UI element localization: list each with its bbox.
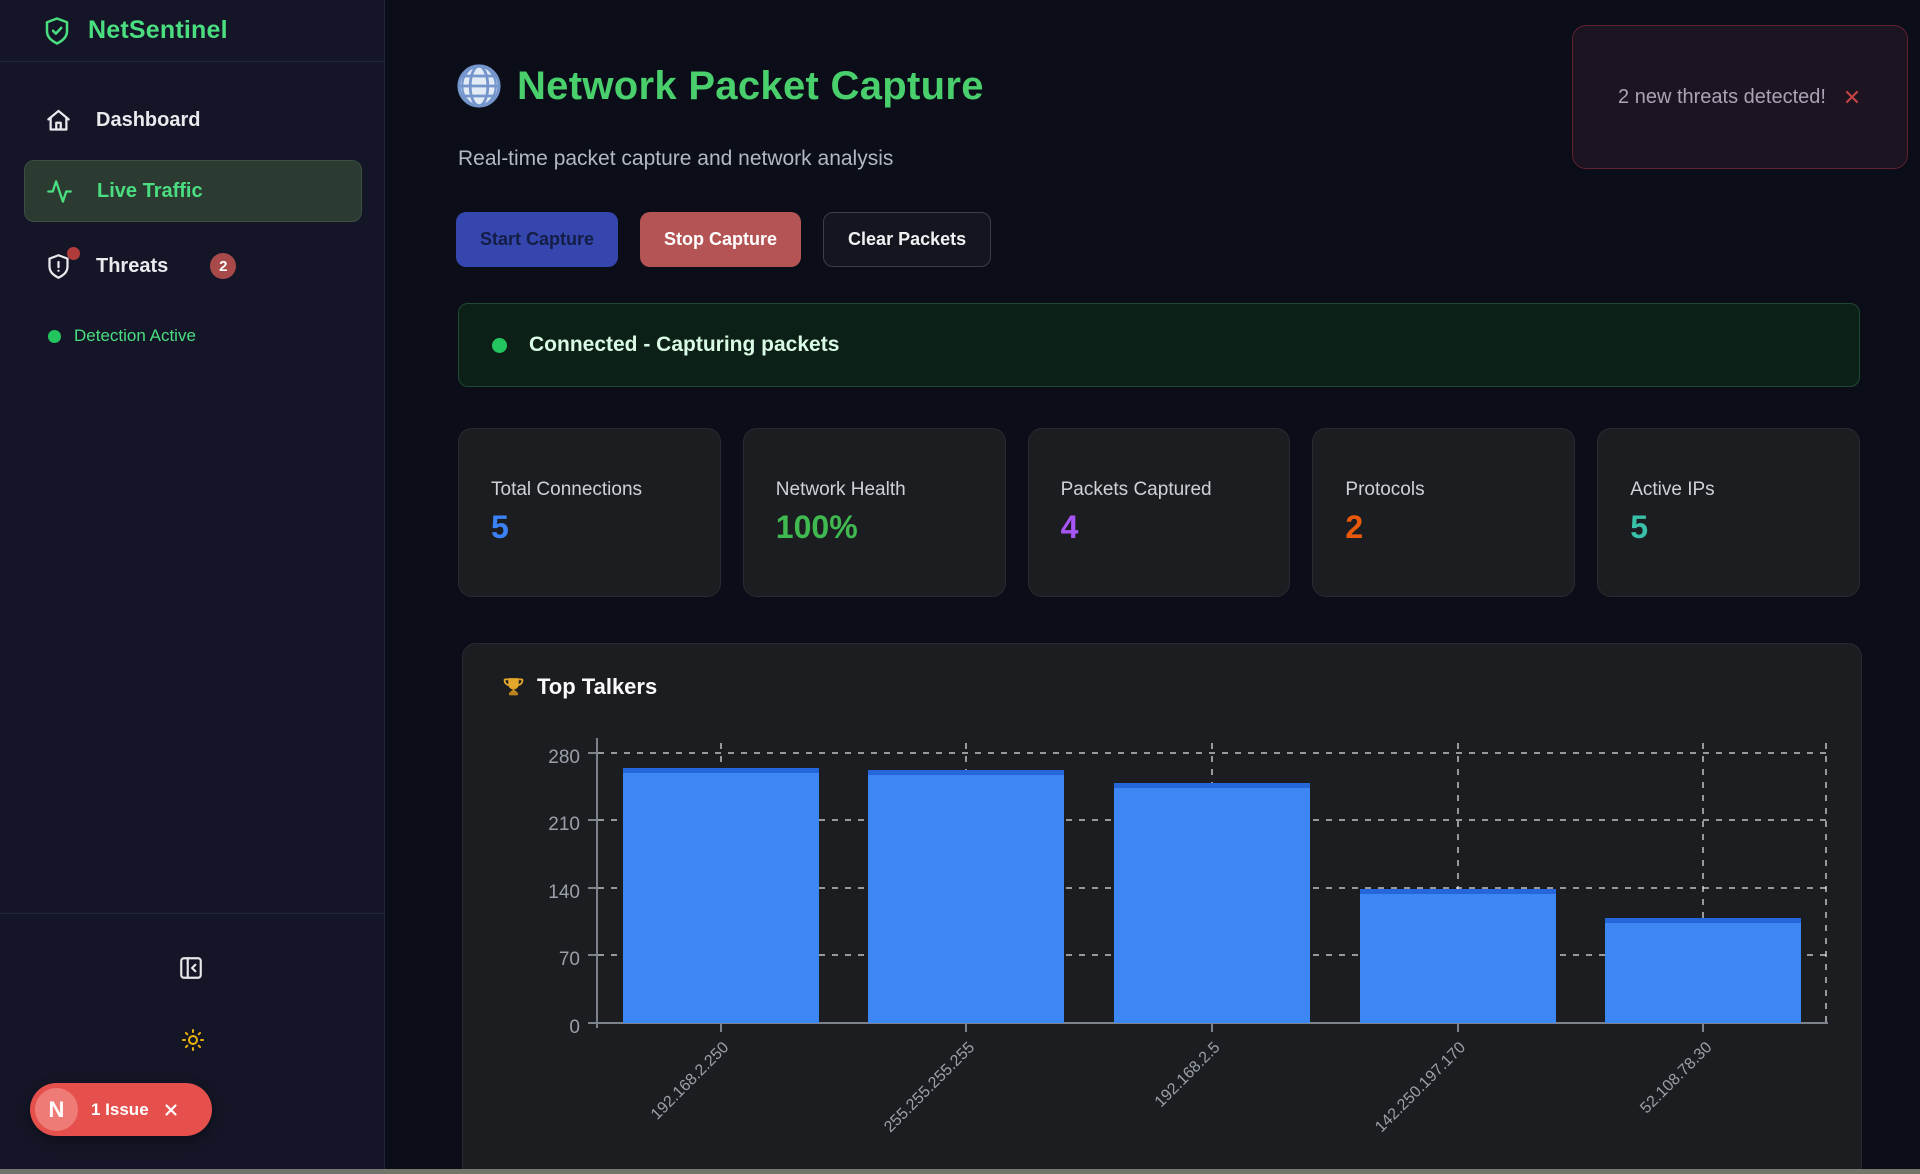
threat-toast-notification: 2 new threats detected! bbox=[1572, 25, 1908, 169]
close-icon[interactable] bbox=[162, 1101, 180, 1119]
chart-title-row: Top Talkers bbox=[501, 674, 657, 700]
window-bottom-edge bbox=[0, 1169, 1920, 1174]
x-axis-tick-label: 192.168.2.5 bbox=[1152, 1039, 1225, 1111]
bar[interactable] bbox=[1605, 917, 1802, 1023]
detection-status: Detection Active bbox=[48, 326, 196, 346]
sidebar-divider bbox=[0, 913, 384, 914]
stat-label: Network Health bbox=[775, 479, 906, 500]
stats-row: Total Connections 5 Network Health 100% … bbox=[458, 428, 1860, 597]
sidebar-item-label: Threats bbox=[96, 254, 169, 277]
start-capture-button[interactable]: Start Capture bbox=[456, 212, 619, 267]
x-axis-tick bbox=[719, 1023, 722, 1032]
green-status-dot bbox=[48, 329, 61, 343]
chart-title: Top Talkers bbox=[537, 674, 658, 699]
stat-card-total-connections: Total Connections 5 bbox=[458, 428, 721, 597]
connected-dot bbox=[492, 337, 507, 353]
sidebar-item-dashboard[interactable]: Dashboard bbox=[24, 92, 362, 148]
sidebar-item-live-traffic[interactable]: Live Traffic bbox=[24, 160, 362, 222]
stat-value: 2 bbox=[1345, 509, 1364, 545]
bar[interactable] bbox=[1114, 782, 1310, 1023]
sidebar: NetSentinel Dashboard Live Traffic bbox=[0, 0, 385, 1174]
connection-status-text: Connected - Capturing packets bbox=[529, 333, 840, 356]
clear-packets-button[interactable]: Clear Packets bbox=[823, 212, 992, 267]
y-axis-tick bbox=[588, 819, 596, 822]
top-talkers-card: Top Talkers 0 70 140 210 280 192.168.2.250 255… bbox=[462, 643, 1862, 1174]
theme-toggle-button[interactable] bbox=[181, 1028, 205, 1052]
x-axis-tick-label: 52.108.78.30 bbox=[1637, 1039, 1716, 1118]
toast-message: 2 new threats detected! bbox=[1618, 85, 1826, 108]
issues-indicator-button[interactable]: N 1 Issue bbox=[30, 1083, 212, 1136]
threat-alert-dot bbox=[67, 246, 80, 260]
chart-plot: 0 70 140 210 280 192.168.2.250 255.255.255.255… bbox=[548, 738, 1828, 1136]
threats-count-badge: 2 bbox=[210, 253, 237, 279]
collapse-sidebar-button[interactable] bbox=[178, 955, 204, 981]
page-header: Network Packet Capture bbox=[455, 62, 984, 110]
y-axis-tick-label: 0 bbox=[569, 1017, 580, 1038]
y-axis-tick-label: 210 bbox=[548, 814, 580, 836]
x-axis-tick-label: 192.168.2.250 bbox=[648, 1039, 733, 1124]
stat-value: 100% bbox=[775, 509, 858, 545]
stat-value: 5 bbox=[1630, 509, 1648, 545]
connection-status-banner: Connected - Capturing packets bbox=[458, 303, 1860, 387]
app-name: NetSentinel bbox=[88, 16, 228, 44]
page-title: Network Packet Capture bbox=[517, 63, 984, 108]
shield-alert-icon bbox=[45, 246, 80, 280]
sidebar-item-label: Live Traffic bbox=[97, 179, 203, 202]
globe-icon bbox=[455, 62, 503, 110]
x-axis-tick bbox=[1211, 1023, 1213, 1032]
close-icon[interactable] bbox=[1842, 87, 1862, 107]
stop-capture-button[interactable]: Stop Capture bbox=[640, 212, 802, 267]
y-axis-tick-label: 280 bbox=[548, 746, 580, 768]
stat-card-network-health: Network Health 100% bbox=[742, 428, 1006, 597]
stat-label: Protocols bbox=[1345, 479, 1425, 500]
home-icon bbox=[45, 107, 72, 134]
sun-icon bbox=[182, 1029, 204, 1051]
x-axis-tick bbox=[965, 1023, 968, 1032]
nextjs-logo: N bbox=[35, 1088, 78, 1131]
activity-icon bbox=[46, 178, 73, 205]
capture-toolbar: Start Capture Stop Capture Clear Packets bbox=[456, 212, 992, 267]
y-axis-line bbox=[596, 738, 598, 1028]
bar[interactable] bbox=[868, 770, 1065, 1023]
app-logo: NetSentinel bbox=[0, 0, 384, 62]
y-axis-tick-label: 70 bbox=[558, 949, 580, 971]
y-axis-tick bbox=[588, 954, 596, 957]
y-axis-tick bbox=[588, 1022, 596, 1024]
y-axis-tick bbox=[588, 886, 596, 889]
y-axis-tick-label: 140 bbox=[548, 881, 580, 903]
shield-check-icon bbox=[42, 16, 72, 46]
x-gridline bbox=[1702, 743, 1705, 1023]
x-gridline bbox=[1456, 743, 1459, 1023]
stat-card-active-ips: Active IPs 5 bbox=[1597, 428, 1860, 597]
sidebar-item-threats[interactable]: Threats 2 bbox=[24, 238, 362, 294]
stat-value: 5 bbox=[491, 509, 509, 545]
stat-value: 4 bbox=[1060, 509, 1079, 545]
stat-card-packets-captured: Packets Captured 4 bbox=[1027, 428, 1291, 597]
stat-label: Packets Captured bbox=[1060, 479, 1212, 500]
x-axis-tick bbox=[1456, 1023, 1459, 1032]
detection-status-label: Detection Active bbox=[74, 326, 196, 345]
x-axis-tick bbox=[1702, 1023, 1705, 1032]
x-gridline bbox=[1825, 743, 1827, 1023]
sidebar-item-label: Dashboard bbox=[96, 108, 201, 131]
x-axis-tick-label: 255.255.255.255 bbox=[881, 1039, 979, 1136]
trophy-icon bbox=[501, 675, 526, 700]
y-axis-tick bbox=[588, 751, 596, 754]
page-subtitle: Real-time packet capture and network ana… bbox=[458, 147, 894, 170]
panel-left-close-icon bbox=[180, 957, 202, 979]
bar[interactable] bbox=[622, 768, 819, 1023]
x-axis-tick-label: 142.250.197.170 bbox=[1372, 1039, 1470, 1136]
bar[interactable] bbox=[1359, 888, 1556, 1023]
issue-count-label: 1 Issue bbox=[91, 1099, 149, 1119]
stat-card-protocols: Protocols 2 bbox=[1312, 428, 1576, 597]
stat-label: Active IPs bbox=[1630, 479, 1715, 500]
stat-label: Total Connections bbox=[491, 479, 643, 500]
main-content: Network Packet Capture Real-time packet … bbox=[385, 0, 1920, 1174]
